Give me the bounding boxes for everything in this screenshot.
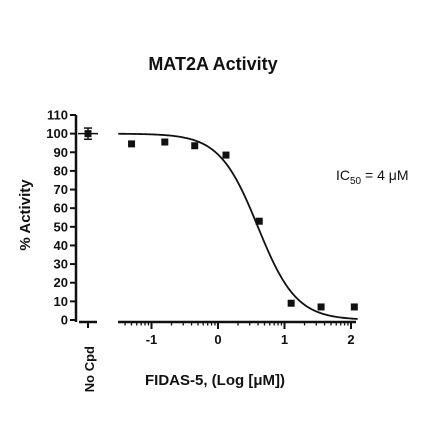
y-tick-label: 80: [54, 163, 68, 178]
y-tick-label: 30: [54, 257, 68, 272]
y-tick-label: 50: [54, 219, 68, 234]
data-point: [161, 138, 169, 146]
data-point: [317, 303, 325, 311]
ic50-main: IC: [336, 167, 350, 183]
y-tick-label: 40: [54, 238, 68, 253]
data-point: [191, 142, 199, 150]
y-tick-label: 0: [61, 313, 68, 328]
x-tick-label: 0: [214, 332, 221, 347]
y-tick-label: 110: [47, 108, 68, 123]
data-point: [350, 303, 358, 311]
y-axis-label: % Activity: [17, 179, 34, 251]
y-tick-label: 20: [54, 275, 68, 290]
data-point: [287, 299, 295, 307]
y-tick-label: 10: [54, 294, 68, 309]
y-tick-label: 100: [46, 126, 68, 141]
y-tick-label: 70: [54, 182, 68, 197]
control-point: [84, 130, 92, 138]
fit-curve: [118, 132, 358, 320]
y-tick-label: 60: [54, 201, 68, 216]
y-tick-label: 90: [54, 145, 68, 160]
ic50-tail: = 4 μM: [361, 167, 408, 183]
data-point: [128, 140, 136, 148]
data-point: [255, 217, 263, 225]
ic50-sub: 50: [350, 176, 362, 187]
ic50-annotation: IC50 = 4 μM: [336, 167, 408, 187]
x-tick-label: -1: [146, 332, 158, 347]
chart-title: MAT2A Activity: [148, 54, 277, 74]
data-point: [222, 151, 230, 159]
x-tick-label: 2: [347, 332, 354, 347]
control-label: No Cpd: [82, 346, 97, 392]
x-axis-label: FIDAS-5, (Log [μM]): [145, 372, 285, 389]
x-tick-label: 1: [281, 332, 288, 347]
